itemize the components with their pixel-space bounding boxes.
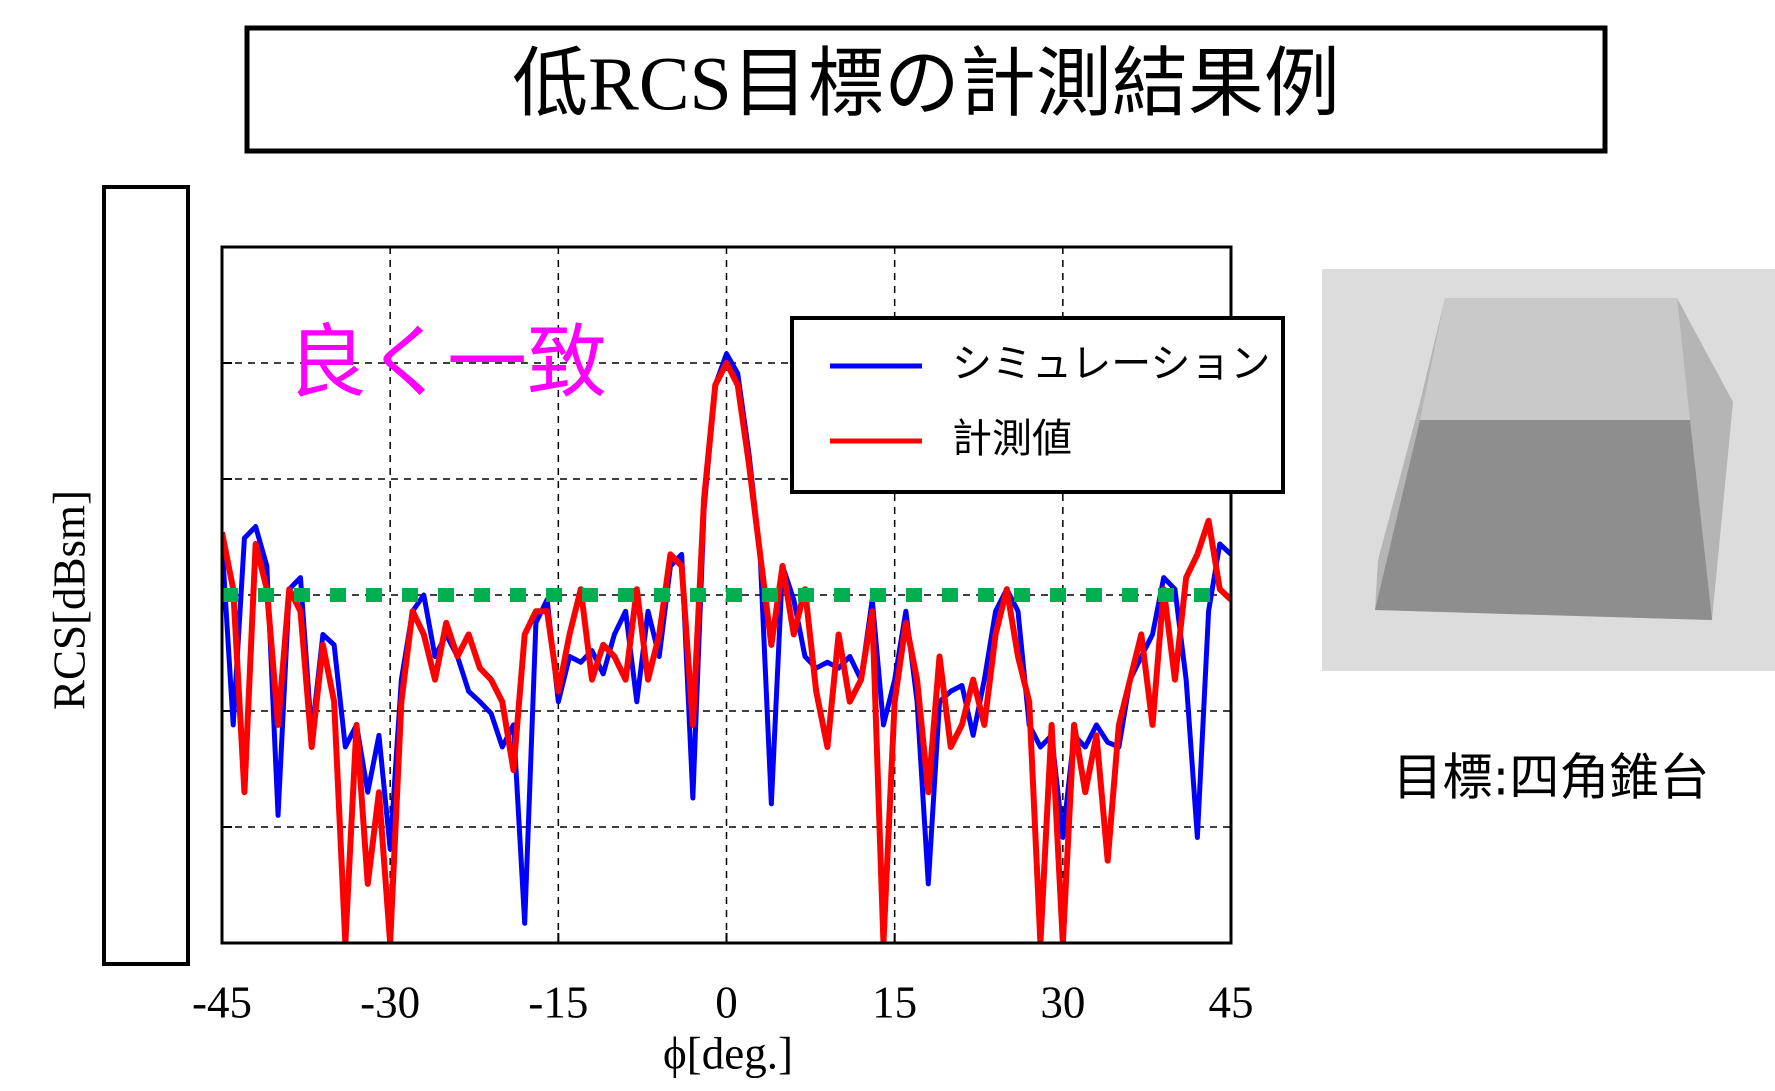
x-tick-label: 45 (1209, 977, 1254, 1027)
target-photo (1322, 269, 1775, 671)
x-tick-label: 15 (872, 977, 917, 1027)
x-tick-label: 0 (715, 977, 738, 1027)
annotation: 良く一致 (287, 316, 607, 409)
x-tick-label: -45 (192, 977, 252, 1027)
x-tick-label: -15 (528, 977, 588, 1027)
photo-top (1420, 298, 1690, 420)
x-axis-label: ϕ[deg.] (663, 1028, 793, 1078)
x-tick-label: -30 (360, 977, 420, 1027)
target-caption: 目標:四角錐台 (1393, 749, 1710, 807)
legend-label: シミュレーション (952, 341, 1270, 387)
legend-label: 計測値 (952, 416, 1072, 462)
blank-box (104, 187, 188, 964)
slide-title: 低RCS目標の計測結果例 (512, 42, 1340, 126)
page: {"title": "低RCS目標の計測結果例", "target_captio… (0, 0, 1775, 1091)
y-axis-label: RCS[dBsm] (44, 490, 94, 710)
photo-front (1375, 420, 1712, 620)
slide: 低RCS目標の計測結果例 目標:四角錐台 -45 -30 -15 0 15 30 45 ϕ[d… (0, 0, 1775, 1091)
x-tick-label: 30 (1040, 977, 1085, 1027)
